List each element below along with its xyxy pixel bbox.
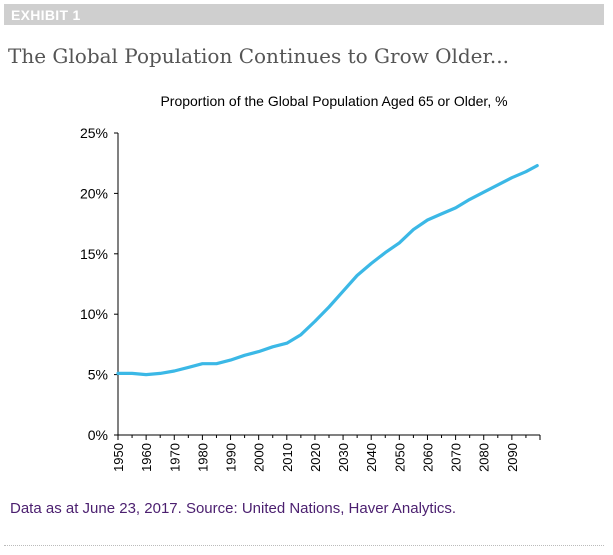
x-tick-label: 2090 — [505, 443, 520, 472]
x-tick-label: 1980 — [195, 443, 210, 472]
y-tick-label: 15% — [80, 246, 108, 262]
x-tick-label: 2020 — [308, 443, 323, 472]
exhibit-banner: EXHIBIT 1 — [4, 4, 604, 25]
x-tick-label: 2080 — [477, 443, 492, 472]
x-tick-label: 1990 — [224, 443, 239, 472]
bottom-divider — [4, 545, 604, 546]
x-tick-label: 2060 — [420, 443, 435, 472]
y-tick-label: 5% — [88, 367, 108, 383]
x-tick-label: 2030 — [336, 443, 351, 472]
series-line — [116, 164, 539, 377]
line-chart: Proportion of the Global Population Aged… — [80, 93, 541, 472]
headline: The Global Population Continues to Grow … — [8, 44, 509, 68]
y-tick-label: 20% — [80, 185, 108, 201]
x-tick-label: 1950 — [111, 443, 126, 472]
source-note: Data as at June 23, 2017. Source: United… — [10, 500, 457, 517]
chart-title: Proportion of the Global Population Aged… — [160, 93, 507, 109]
x-tick-label: 1960 — [139, 443, 154, 472]
x-tick-label: 1970 — [167, 443, 182, 472]
y-tick-label: 10% — [80, 306, 108, 322]
x-tick-label: 2040 — [364, 443, 379, 472]
x-tick-label: 2070 — [449, 443, 464, 472]
y-tick-label: 25% — [80, 125, 108, 141]
x-tick-label: 2050 — [392, 443, 407, 472]
x-tick-label: 2000 — [252, 443, 267, 472]
x-tick-label: 2010 — [280, 443, 295, 472]
exhibit-label: EXHIBIT 1 — [11, 7, 81, 23]
y-tick-label: 0% — [88, 427, 108, 443]
